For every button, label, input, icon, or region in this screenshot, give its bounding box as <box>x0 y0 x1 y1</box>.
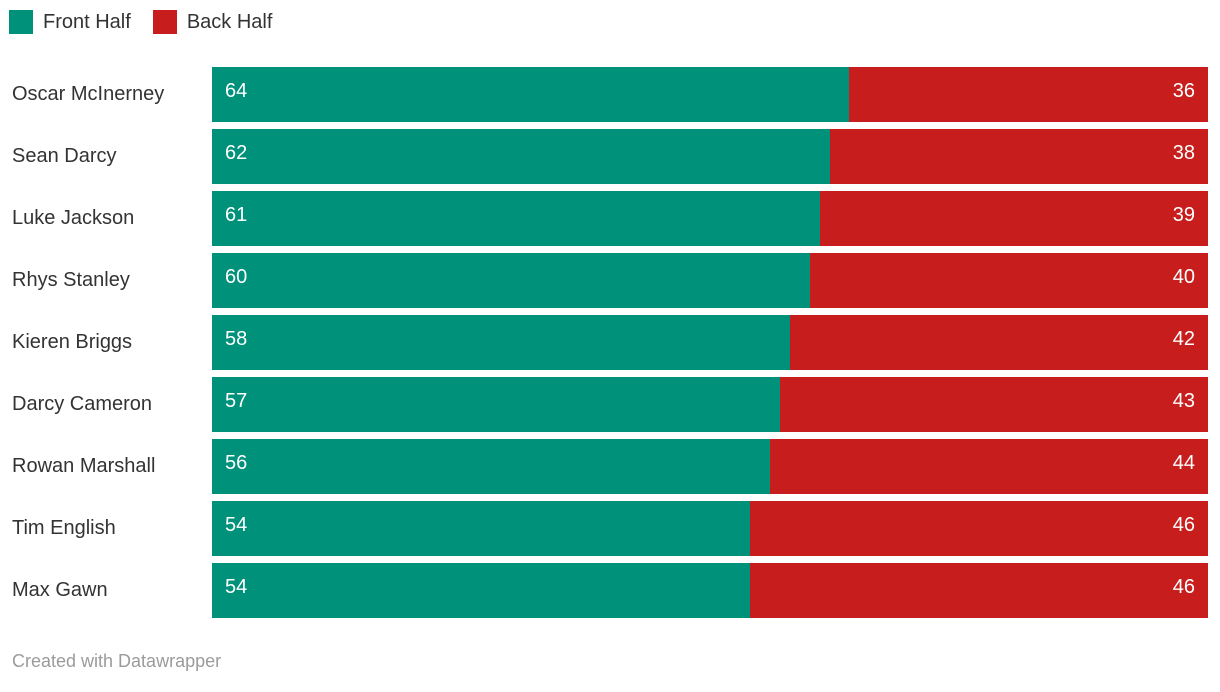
category-label: Tim English <box>12 517 116 539</box>
bar-row: Tim English 54 46 <box>0 501 1220 556</box>
front-half-segment[interactable]: 56 <box>212 439 770 494</box>
category-label: Sean Darcy <box>12 145 117 167</box>
back-half-segment[interactable]: 38 <box>829 129 1208 184</box>
front-half-segment[interactable]: 62 <box>212 129 830 184</box>
front-half-segment[interactable]: 58 <box>212 315 790 370</box>
bar-track: 54 46 <box>212 563 1208 618</box>
category-label: Kieren Briggs <box>12 331 133 353</box>
front-half-segment[interactable]: 54 <box>212 501 750 556</box>
front-half-value: 57 <box>225 390 248 412</box>
bar-track: 61 39 <box>212 191 1208 246</box>
back-half-value: 40 <box>1172 266 1195 288</box>
bar-row: Rhys Stanley 60 40 <box>0 253 1220 308</box>
front-half-value: 58 <box>225 328 248 350</box>
bar-rows: Oscar McInerney 64 36 Sean Darcy 62 38 Luke Ja… <box>0 67 1220 625</box>
back-half-value: 42 <box>1172 328 1195 350</box>
back-half-value: 43 <box>1172 390 1195 412</box>
back-half-value: 46 <box>1172 576 1195 598</box>
bar-track: 57 43 <box>212 377 1208 432</box>
front-half-segment[interactable]: 64 <box>212 67 850 122</box>
back-half-segment[interactable]: 42 <box>789 315 1208 370</box>
bar-row: Max Gawn 54 46 <box>0 563 1220 618</box>
category-label: Rhys Stanley <box>12 269 130 291</box>
category-label: Max Gawn <box>12 579 108 601</box>
front-half-segment[interactable]: 61 <box>212 191 820 246</box>
front-half-segment[interactable]: 57 <box>212 377 780 432</box>
back-half-value: 39 <box>1172 204 1195 226</box>
back-half-value: 36 <box>1172 80 1195 102</box>
back-half-segment[interactable]: 39 <box>819 191 1208 246</box>
back-half-segment[interactable]: 43 <box>779 377 1208 432</box>
category-label: Rowan Marshall <box>12 455 156 477</box>
bar-row: Sean Darcy 62 38 <box>0 129 1220 184</box>
front-half-value: 61 <box>225 204 248 226</box>
front-half-swatch-icon <box>9 10 33 34</box>
front-half-value: 54 <box>225 514 248 536</box>
back-half-segment[interactable]: 46 <box>749 501 1208 556</box>
legend-item-front-half: Front Half <box>9 10 131 34</box>
front-half-value: 62 <box>225 142 248 164</box>
bar-row: Darcy Cameron 57 43 <box>0 377 1220 432</box>
bar-row: Rowan Marshall 56 44 <box>0 439 1220 494</box>
front-half-value: 60 <box>225 266 248 288</box>
bar-row: Oscar McInerney 64 36 <box>0 67 1220 122</box>
back-half-value: 46 <box>1172 514 1195 536</box>
bar-track: 54 46 <box>212 501 1208 556</box>
back-half-segment[interactable]: 46 <box>749 563 1208 618</box>
category-label: Darcy Cameron <box>12 393 153 415</box>
back-half-segment[interactable]: 44 <box>769 439 1208 494</box>
bar-row: Kieren Briggs 58 42 <box>0 315 1220 370</box>
legend-label: Front Half <box>43 10 131 33</box>
category-label: Oscar McInerney <box>12 83 165 105</box>
category-label: Luke Jackson <box>12 207 135 229</box>
legend-label: Back Half <box>186 10 273 33</box>
bar-track: 60 40 <box>212 253 1208 308</box>
front-half-value: 54 <box>225 576 248 598</box>
back-half-value: 44 <box>1172 452 1195 474</box>
legend: Front Half Back Half <box>9 10 272 34</box>
bar-track: 64 36 <box>212 67 1208 122</box>
attribution-link[interactable]: Created with Datawrapper <box>12 651 222 671</box>
bar-row: Luke Jackson 61 39 <box>0 191 1220 246</box>
bar-track: 56 44 <box>212 439 1208 494</box>
back-half-value: 38 <box>1172 142 1195 164</box>
bar-track: 58 42 <box>212 315 1208 370</box>
front-half-value: 56 <box>225 452 248 474</box>
back-half-swatch-icon <box>152 10 177 34</box>
front-half-segment[interactable]: 60 <box>212 253 810 308</box>
front-half-segment[interactable]: 54 <box>212 563 750 618</box>
back-half-segment[interactable]: 40 <box>809 253 1208 308</box>
legend-item-back-half: Back Half <box>152 10 273 34</box>
bar-track: 62 38 <box>212 129 1208 184</box>
front-half-value: 64 <box>225 80 248 102</box>
back-half-segment[interactable]: 36 <box>849 67 1208 122</box>
